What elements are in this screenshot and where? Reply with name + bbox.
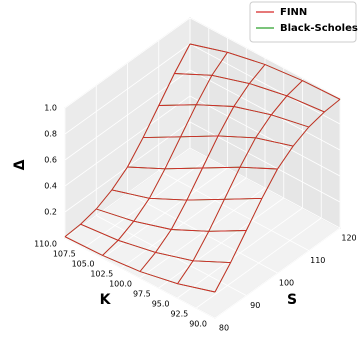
legend-label: Black-Scholes	[280, 23, 358, 34]
grid-line	[64, 17, 191, 109]
z-tick-label: 0.4	[44, 182, 57, 191]
grid-line	[196, 217, 322, 309]
x-tick-label: 110	[310, 256, 325, 265]
wire-line	[189, 43, 341, 100]
legend-box	[249, 1, 357, 43]
y-axis-label: K	[100, 292, 112, 308]
wire-line	[80, 223, 231, 264]
z-tick-label: 0.6	[44, 156, 57, 165]
grid-line	[189, 69, 341, 151]
wire-line	[127, 166, 278, 170]
grid-line	[158, 197, 284, 289]
z-tick-label: 0.8	[44, 130, 57, 139]
z-axis-label: Δ	[12, 159, 28, 170]
grid-line	[214, 227, 341, 319]
x-tick-label: 100	[279, 279, 294, 288]
grid-line	[177, 207, 303, 299]
z-tick-label: 1.0	[44, 104, 57, 113]
y-tick-label: 95.0	[152, 300, 170, 309]
wire-line	[64, 236, 216, 293]
legend-label: FINN	[280, 7, 307, 18]
grid-line	[64, 43, 191, 135]
x-axis-label: S	[287, 292, 297, 308]
grid-line	[189, 121, 341, 203]
y-tick-label: 102.5	[90, 270, 113, 279]
grid-line	[139, 187, 266, 279]
y-tick-label: 105.0	[72, 260, 95, 269]
grid-line	[189, 17, 341, 99]
x-tick-label: 80	[219, 324, 229, 333]
wire-line	[96, 208, 247, 232]
y-tick-label: 107.5	[53, 250, 76, 259]
y-tick-label: 92.5	[170, 310, 188, 319]
wire-line	[158, 104, 309, 128]
wire-line	[143, 135, 294, 147]
grid-line	[64, 95, 191, 187]
wire-line	[111, 189, 262, 201]
y-tick-label: 90.0	[189, 320, 207, 329]
z-tick-label: 0.2	[44, 208, 57, 217]
x-tick-label: 90	[250, 301, 260, 310]
y-tick-label: 100.0	[109, 280, 132, 289]
x-tick-label: 120	[341, 234, 356, 243]
y-tick-label: 97.5	[133, 290, 151, 299]
y-tick-label: 110.0	[34, 240, 57, 249]
wire-line	[174, 73, 325, 113]
grid-line	[189, 95, 341, 177]
grid-line	[189, 43, 341, 125]
grid-line	[102, 167, 228, 259]
grid-line	[121, 177, 247, 269]
